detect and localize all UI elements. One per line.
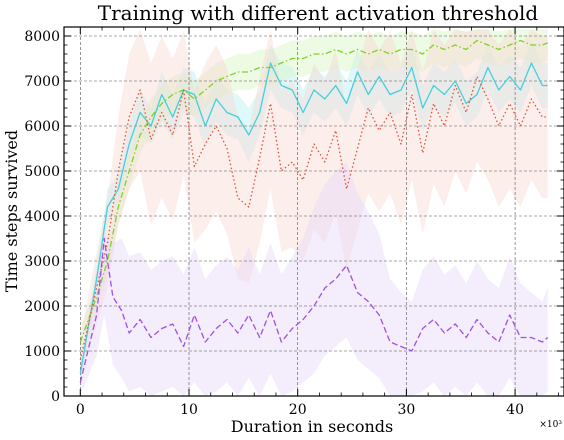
x-axis-multiplier: ×10³ [539, 420, 562, 430]
x-tick-label: 0 [76, 402, 85, 418]
series-1-line [79, 62, 548, 374]
y-axis-label: Time steps survived [2, 130, 21, 292]
y-tick-label: 6000 [24, 119, 60, 135]
plot-frame [63, 26, 564, 397]
y-tick-label: 8000 [24, 29, 60, 45]
series-1-band [80, 40, 548, 383]
grid-lines [64, 27, 564, 397]
x-tick-label: 10 [180, 402, 198, 418]
confidence-bands [80, 29, 548, 396]
x-tick-label: 30 [397, 402, 415, 418]
y-tick-label: 5000 [24, 164, 60, 180]
series-2-line [79, 39, 548, 343]
y-tick-label: 1000 [24, 344, 60, 360]
series-4-line [79, 237, 549, 383]
series-lines [79, 39, 549, 383]
x-tick-label: 20 [289, 402, 307, 418]
y-tick-label: 2000 [24, 299, 60, 315]
series-4-band [80, 162, 548, 396]
y-tick-label: 0 [51, 389, 60, 405]
chart-title: Training with different activation thres… [98, 1, 539, 25]
y-tick-label: 7000 [24, 74, 60, 90]
series-2-band [80, 29, 548, 356]
y-tick-label: 3000 [24, 254, 60, 270]
series-3-line [79, 75, 548, 361]
x-tick-label: 40 [506, 402, 524, 418]
x-axis-label: Duration in seconds [231, 417, 393, 436]
axis-ticks: 0 10 20 30 40 0 1000 2000 3000 4000 5000 6000 7000 80… [24, 26, 564, 418]
y-tick-label: 4000 [24, 209, 60, 225]
